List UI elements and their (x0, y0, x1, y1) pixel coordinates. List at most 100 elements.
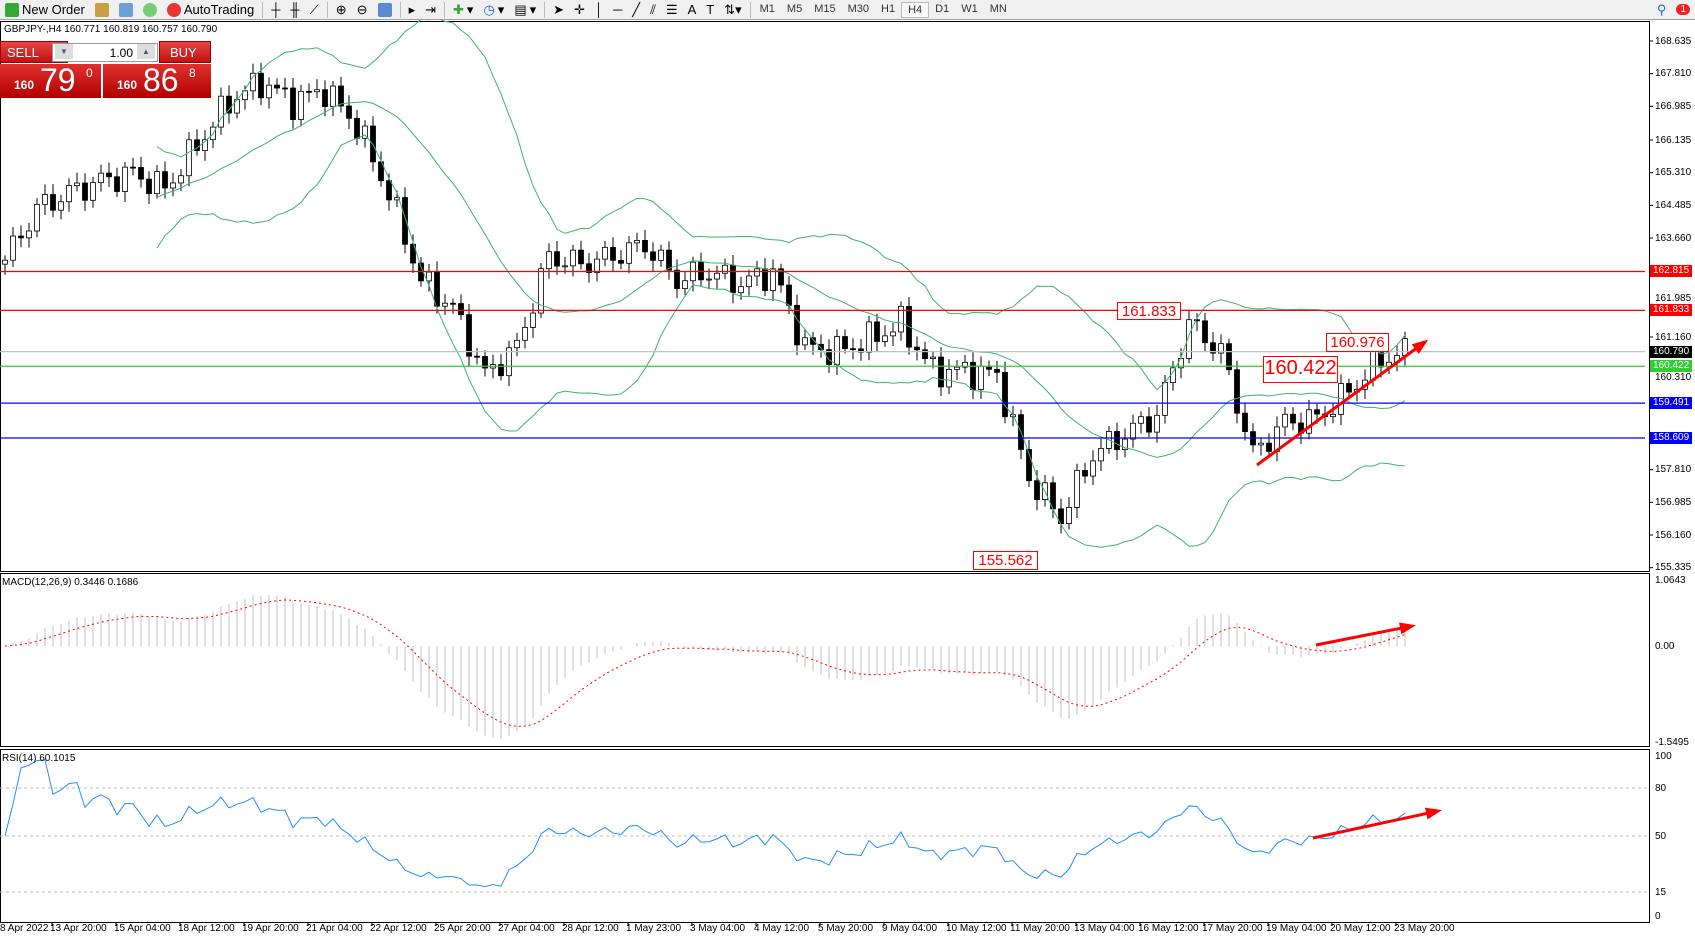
buy-button[interactable]: BUY (159, 41, 211, 63)
templates-button[interactable]: ▤ ▾ (514, 1, 537, 17)
chart-shift-button[interactable]: ⇥ (425, 1, 436, 17)
buy-price[interactable]: 160 86 8 (103, 62, 211, 98)
candle (1258, 442, 1264, 446)
candle (818, 343, 824, 351)
lot-size-input[interactable]: 1.00 (52, 43, 158, 62)
candle (842, 336, 848, 350)
price-axis-label: 167.810 (1655, 68, 1692, 79)
horizontal-line-button[interactable]: ─ (613, 2, 623, 17)
macd-label: MACD(12,26,9) 0.3446 0.1686 (2, 577, 139, 588)
indicators-button[interactable]: ✚ ▾ (453, 1, 474, 17)
annotation-high[interactable]: 161.833 (1117, 302, 1181, 320)
candle (434, 271, 440, 307)
line-chart-button[interactable]: ⟋ (309, 1, 319, 17)
timeframe-m30[interactable]: M30 (847, 2, 870, 15)
candle (570, 249, 576, 267)
candle (1306, 409, 1312, 434)
channel-button[interactable]: ⫽ (650, 1, 656, 17)
candle (794, 304, 800, 346)
candle (938, 356, 944, 388)
candle (1122, 438, 1128, 450)
vertical-line-button[interactable]: │ (594, 2, 604, 17)
candle (386, 180, 392, 201)
text-button[interactable]: A (687, 2, 697, 17)
cursor-button[interactable]: ➤ (548, 0, 569, 20)
candle (1162, 382, 1168, 416)
search-button[interactable]: ⚲ (1652, 0, 1672, 20)
lot-decrease-button[interactable]: ▼ (55, 44, 73, 59)
candle (426, 271, 432, 282)
timeframe-h4[interactable]: H4 (901, 1, 930, 18)
rsi-axis-label: 15 (1655, 887, 1667, 898)
price-axis-label: 156.985 (1655, 497, 1692, 508)
candle (666, 249, 672, 271)
trendline-button[interactable]: ╱ (632, 1, 641, 17)
candle (154, 171, 160, 195)
fibonacci-button[interactable]: ☰ (665, 1, 678, 17)
candle (850, 348, 856, 351)
candle (682, 280, 688, 290)
autoscroll-button[interactable]: ▸ (408, 1, 416, 17)
candle-chart-button[interactable]: ╫ (290, 2, 300, 17)
candle (1034, 480, 1040, 500)
text-label-button[interactable]: T (706, 2, 715, 17)
time-axis-label: 25 Apr 20:00 (434, 923, 491, 934)
candle (442, 302, 448, 307)
clock-icon: ◷ (483, 1, 495, 17)
zoom-out-button[interactable]: ⊖ (352, 0, 373, 20)
metaeditor-button[interactable] (90, 0, 114, 20)
periods-button[interactable]: ◷ ▾ (483, 1, 505, 17)
candle (1290, 413, 1296, 424)
timeframe-h1[interactable]: H1 (881, 2, 896, 15)
candle (314, 89, 320, 93)
candle (1138, 416, 1144, 424)
notifications-button[interactable]: 1 (1671, 0, 1695, 20)
candle (826, 349, 832, 365)
zoom-in-button[interactable]: ⊕ (331, 0, 352, 20)
annotation-support[interactable]: 160.422 (1263, 356, 1338, 383)
timeframe-bar: M1 M5 M15 M30 H1 H4 D1 W1 MN (754, 1, 1013, 18)
annotation-low[interactable]: 155.562 (973, 551, 1038, 570)
new-order-button[interactable]: New Order (0, 0, 90, 20)
separator (399, 1, 401, 18)
timeframe-w1[interactable]: W1 (961, 2, 978, 15)
candle (802, 337, 808, 346)
candle (114, 176, 120, 192)
candle (42, 194, 48, 205)
bar-chart-button[interactable]: ┼ (271, 2, 281, 17)
arrows-button[interactable]: ⇅▾ (724, 1, 742, 17)
terminal-button[interactable] (114, 0, 138, 20)
timeframe-m1[interactable]: M1 (759, 2, 775, 15)
timeframe-mn[interactable]: MN (989, 2, 1007, 15)
time-axis-label: 3 May 04:00 (690, 923, 746, 934)
toolbar: New Order AutoTrading ┼ ╫ ⟋ ⊕ ⊖ ▸ ⇥ ✚ ▾ ◷… (0, 0, 1695, 20)
price-axis-label: 161.160 (1655, 332, 1692, 343)
rsi-trend-arrow (1312, 809, 1439, 840)
sell-price[interactable]: 160 79 0 (0, 62, 101, 98)
macd-axis-label: 0.00 (1655, 641, 1675, 652)
timeframe-m5[interactable]: M5 (786, 2, 803, 15)
candle (786, 284, 792, 306)
macd-pane (0, 573, 1650, 747)
sell-button[interactable]: SELL (0, 41, 68, 63)
timeframe-m15[interactable]: M15 (814, 2, 836, 15)
candle (978, 365, 984, 390)
autotrading-button[interactable]: AutoTrading (162, 0, 259, 20)
lot-increase-button[interactable]: ▲ (137, 44, 155, 59)
crosshair-button[interactable]: ✛ (569, 0, 590, 20)
indicators-icon: ✚ (453, 1, 464, 17)
candle (1098, 448, 1104, 462)
candle (1226, 343, 1232, 371)
level-price-tag: 162.815 (1650, 265, 1692, 277)
timeframe-d1[interactable]: D1 (935, 2, 950, 15)
time-axis-label: 11 May 20:00 (1010, 923, 1070, 934)
annotation-current[interactable]: 160.976 (1326, 333, 1389, 352)
candle (946, 369, 952, 388)
candle (106, 172, 112, 178)
signals-button[interactable] (138, 0, 162, 20)
tile-windows-button[interactable] (373, 0, 397, 20)
candle (882, 335, 888, 342)
time-axis-label: 10 May 12:00 (946, 923, 1007, 934)
candle (354, 117, 360, 139)
